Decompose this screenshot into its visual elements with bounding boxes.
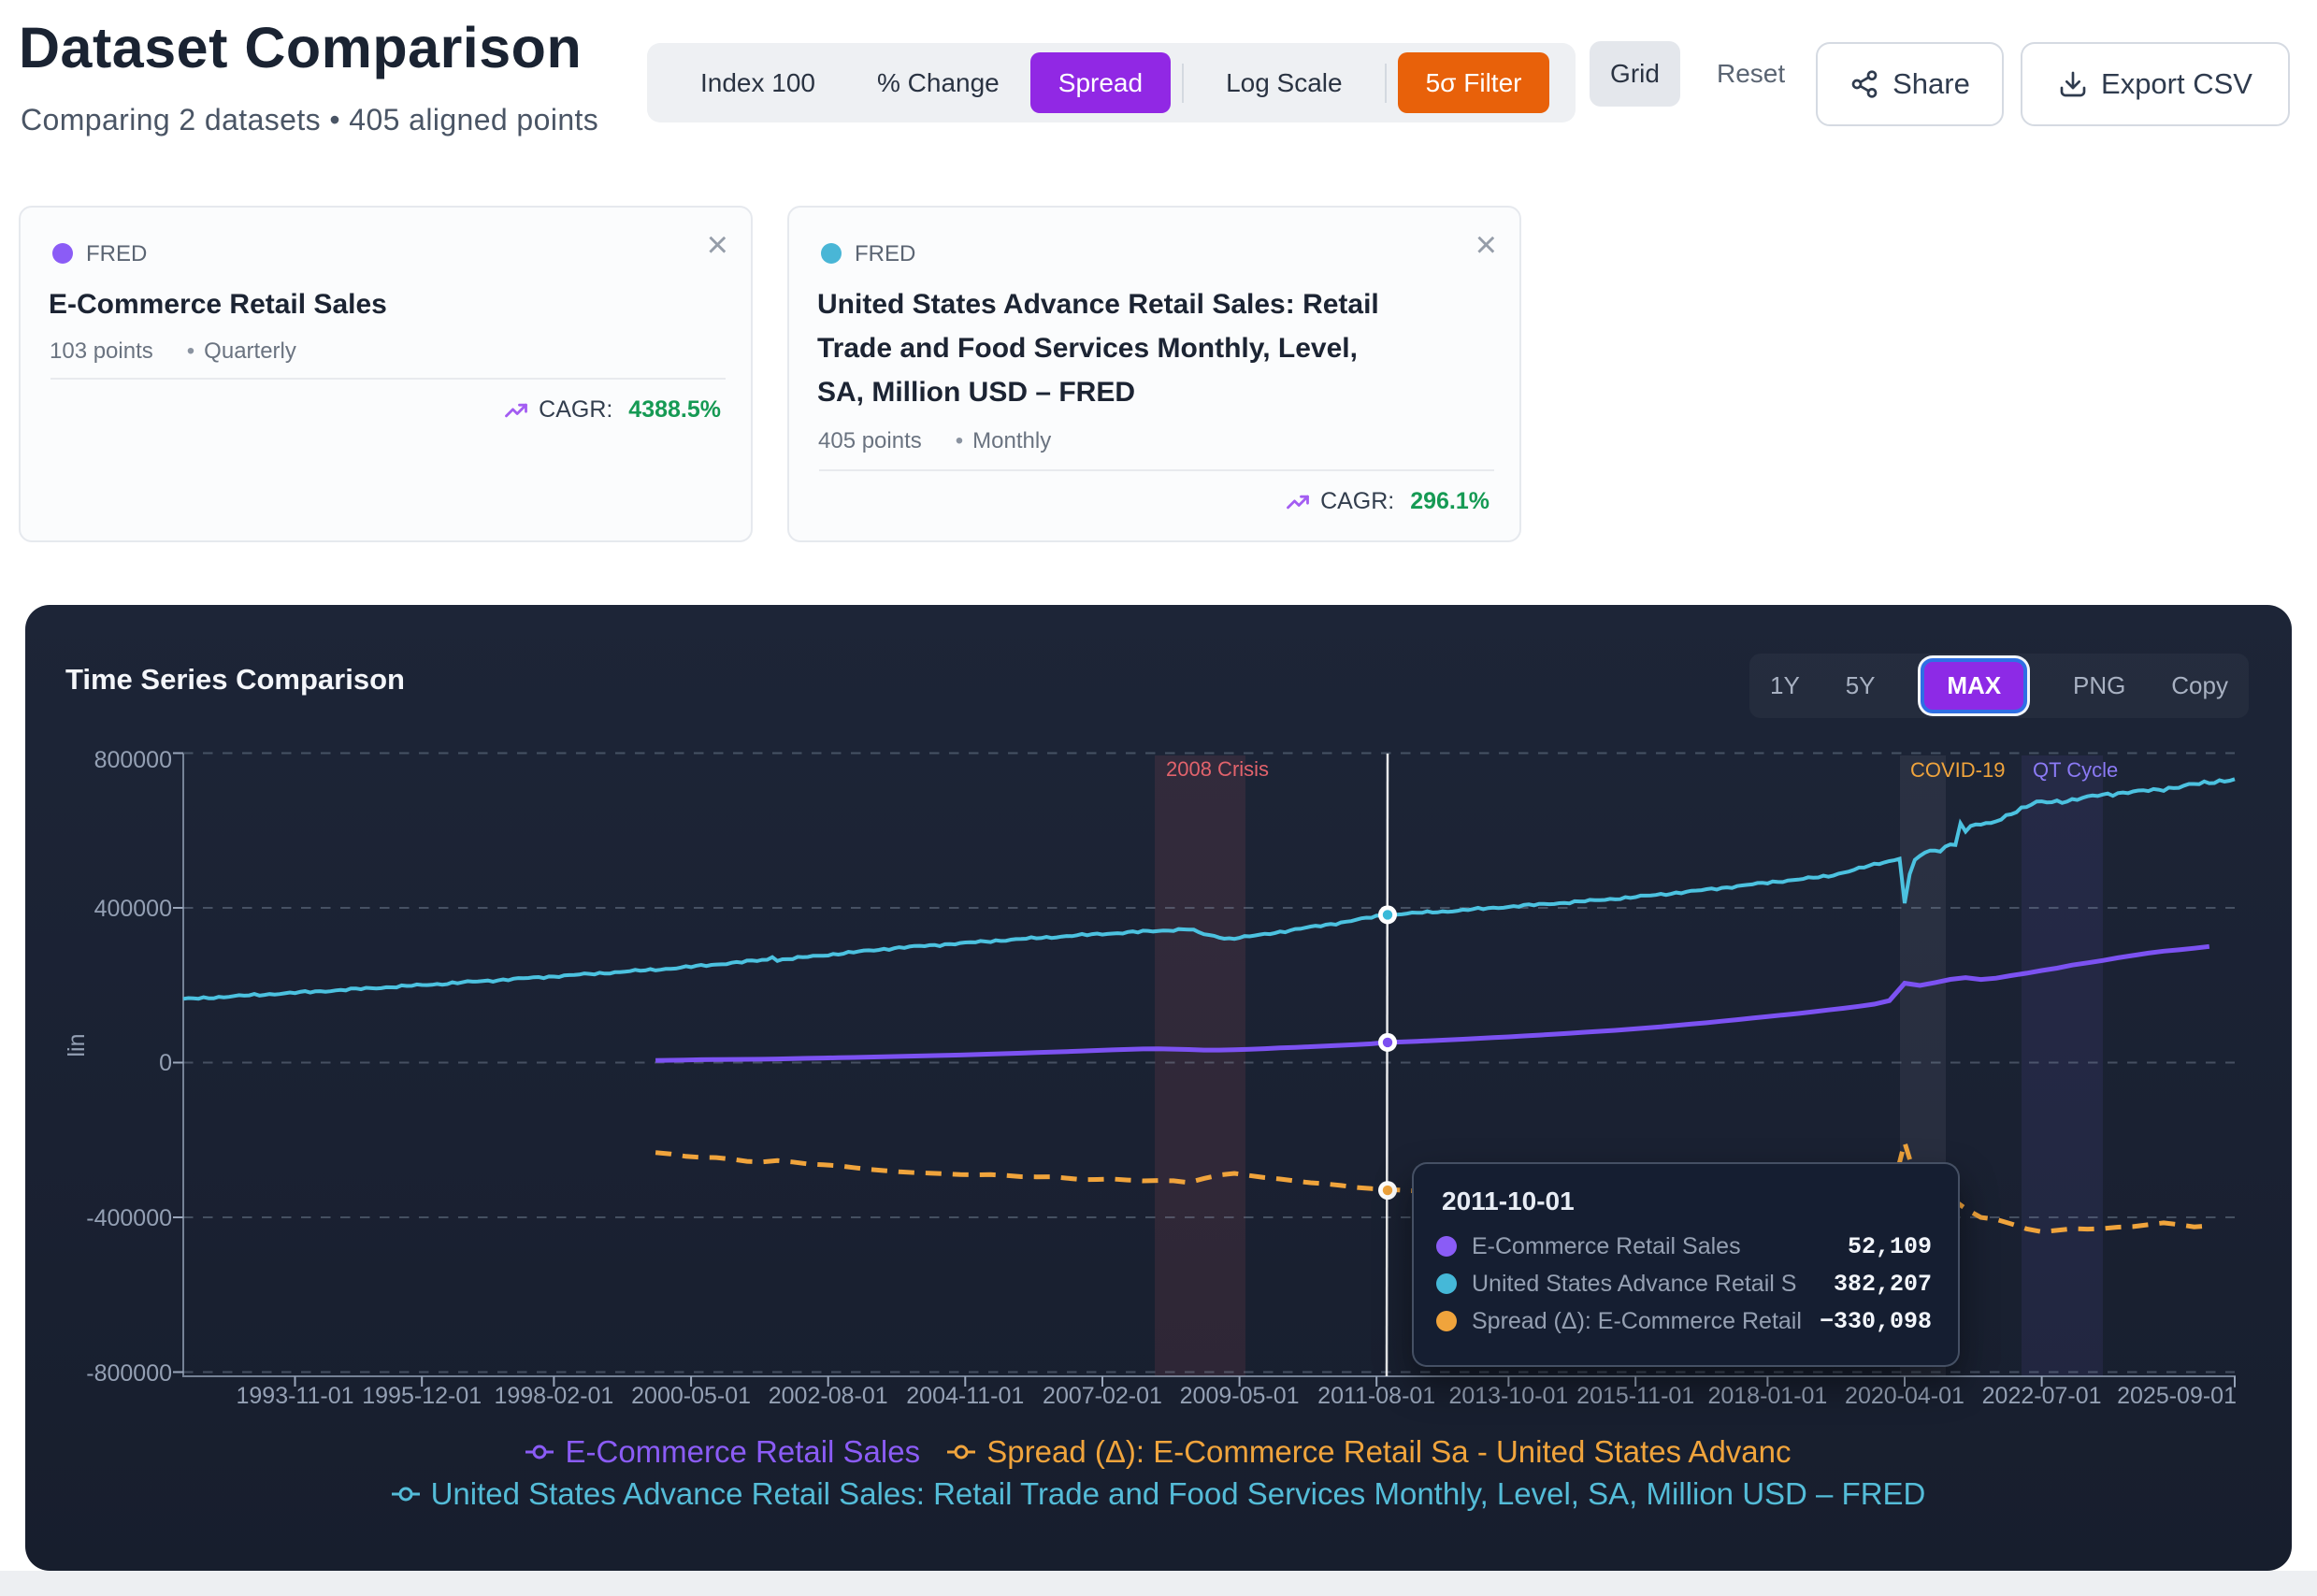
svg-text:2013-10-01: 2013-10-01 xyxy=(1448,1383,1568,1409)
svg-text:2025-09-01: 2025-09-01 xyxy=(2117,1383,2237,1409)
svg-text:2022-07-01: 2022-07-01 xyxy=(1982,1383,2102,1409)
svg-text:2007-02-01: 2007-02-01 xyxy=(1043,1383,1162,1409)
svg-text:2011-08-01: 2011-08-01 xyxy=(1317,1383,1435,1409)
svg-text:-400000: -400000 xyxy=(86,1205,172,1231)
svg-text:2015-11-01: 2015-11-01 xyxy=(1576,1383,1694,1409)
svg-text:1998-02-01: 1998-02-01 xyxy=(494,1383,613,1409)
svg-text:800000: 800000 xyxy=(94,747,172,773)
svg-text:2020-04-01: 2020-04-01 xyxy=(1845,1383,1964,1409)
svg-text:-800000: -800000 xyxy=(86,1360,172,1387)
svg-text:lin: lin xyxy=(64,1033,90,1057)
svg-text:2002-08-01: 2002-08-01 xyxy=(769,1383,888,1409)
svg-text:1995-12-01: 1995-12-01 xyxy=(362,1383,482,1409)
svg-text:400000: 400000 xyxy=(94,896,172,922)
svg-text:COVID-19: COVID-19 xyxy=(1910,758,2005,782)
svg-text:2000-05-01: 2000-05-01 xyxy=(631,1383,751,1409)
svg-text:2009-05-01: 2009-05-01 xyxy=(1180,1383,1300,1409)
svg-text:1993-11-01: 1993-11-01 xyxy=(236,1383,353,1409)
svg-text:0: 0 xyxy=(159,1050,172,1076)
svg-text:QT Cycle: QT Cycle xyxy=(2033,758,2118,782)
svg-text:2004-11-01: 2004-11-01 xyxy=(906,1383,1024,1409)
svg-text:2008 Crisis: 2008 Crisis xyxy=(1166,757,1269,781)
svg-text:2018-01-01: 2018-01-01 xyxy=(1707,1383,1827,1409)
